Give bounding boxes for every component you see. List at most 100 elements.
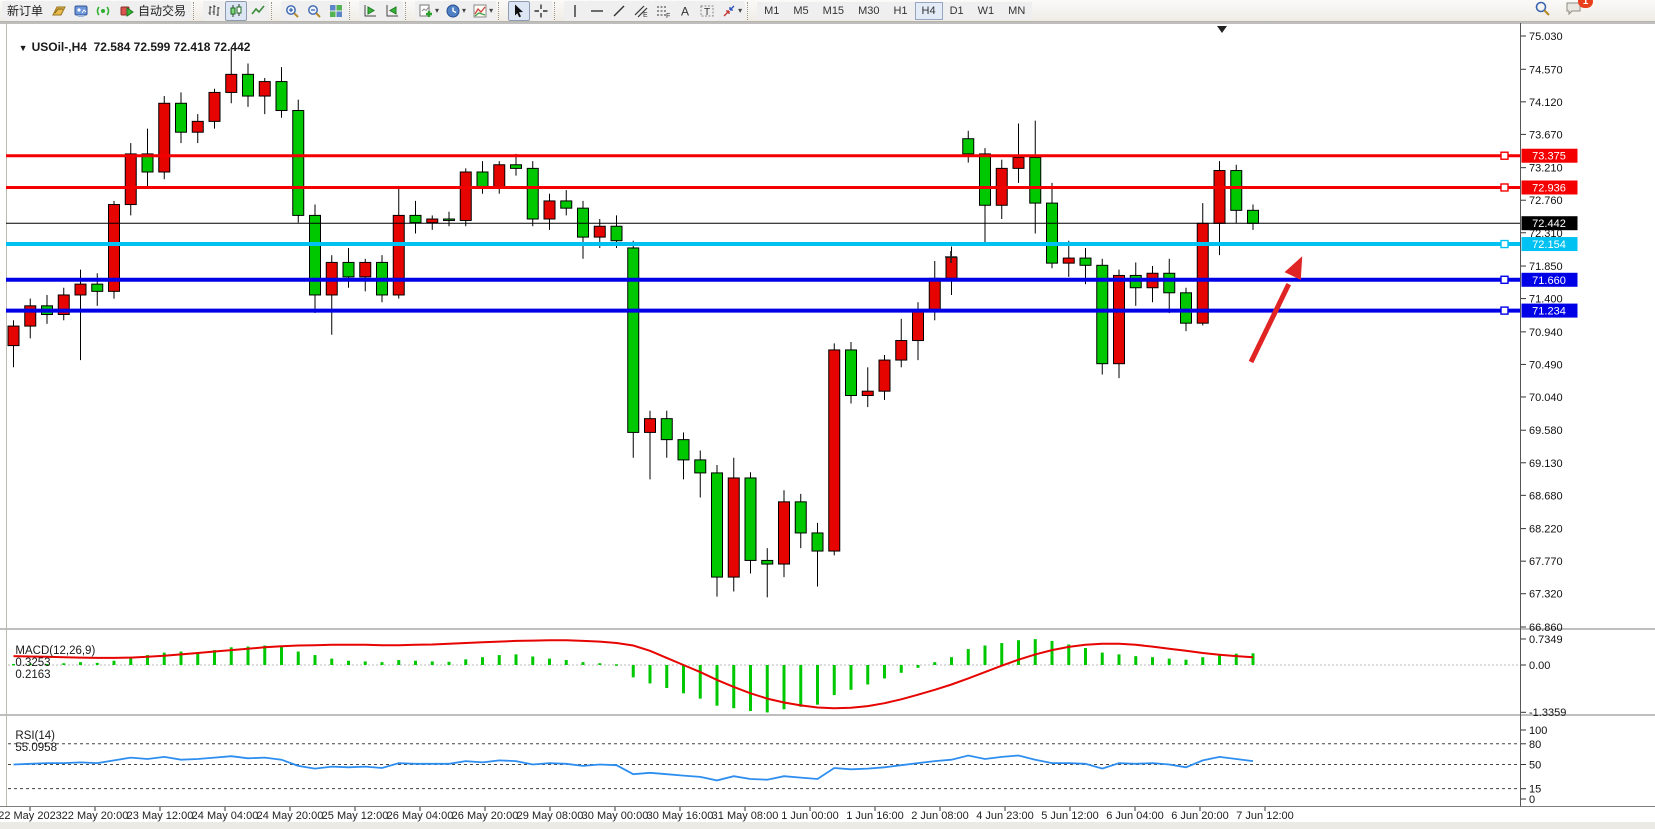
candle <box>979 153 991 206</box>
linechart-icon <box>250 3 266 19</box>
level-line-handle[interactable] <box>1500 183 1509 192</box>
macd-histogram-bar <box>648 664 652 684</box>
market-watch-button[interactable] <box>70 0 93 21</box>
candlestick-chart-button[interactable] <box>225 0 248 21</box>
text-icon: A <box>677 3 693 19</box>
symbol-ohlc-line[interactable]: ▼ USOil-,H4 72.584 72.599 72.418 72.442 <box>12 26 251 54</box>
fibonacci-button[interactable]: F <box>652 0 675 21</box>
level-line-handle[interactable] <box>1500 151 1509 160</box>
timeframe-button-d1[interactable]: D1 <box>942 1 971 20</box>
new-chart-button[interactable]: ▾ <box>415 0 443 21</box>
macd-histogram-bar <box>179 651 183 665</box>
charts-window-button[interactable] <box>48 0 71 21</box>
trend-arrow-head <box>1284 256 1303 280</box>
autotrade-button[interactable]: 自动交易 <box>114 0 192 21</box>
macd-histogram-bar <box>1251 653 1255 665</box>
line-chart-button[interactable] <box>247 0 270 21</box>
macd-histogram-bar <box>296 651 300 665</box>
date-axis-label: 6 Jun 20:00 <box>1171 810 1229 822</box>
macd-axis-label: 0.00 <box>1529 660 1550 672</box>
notifications-button[interactable]: 1 <box>1565 0 1593 22</box>
timeframe-button-mn[interactable]: MN <box>1001 1 1033 20</box>
price-level-badge-label: 72.154 <box>1532 239 1566 251</box>
macd-histogram-bar <box>1134 656 1138 665</box>
gold-chart-icon <box>51 3 67 19</box>
date-axis-label: 1 Jun 00:00 <box>781 810 839 822</box>
horizontal-line-button[interactable] <box>586 0 609 21</box>
candle <box>1046 202 1058 264</box>
vertical-line-button[interactable] <box>564 0 587 21</box>
chevron-down-icon[interactable]: ▾ <box>462 6 467 15</box>
macd-histogram-bar <box>1000 643 1004 665</box>
date-axis-label: 30 May 00:00 <box>582 810 649 822</box>
candle <box>577 207 589 238</box>
timeframe-button-m5[interactable]: M5 <box>786 1 816 20</box>
macd-histogram-bar <box>782 664 786 710</box>
notification-badge: 1 <box>1578 0 1593 8</box>
price-axis-label: 69.130 <box>1529 458 1563 470</box>
timeframe-button-w1[interactable]: W1 <box>970 1 1002 20</box>
chart-shift-button[interactable] <box>381 0 404 21</box>
signals-button[interactable] <box>92 0 115 21</box>
crosshair-button[interactable] <box>530 0 553 21</box>
chevron-down-icon[interactable]: ▾ <box>738 6 743 15</box>
zoom-out-button[interactable] <box>303 0 326 21</box>
candle <box>459 171 472 221</box>
chevron-down-icon[interactable]: ▾ <box>489 6 494 15</box>
candle <box>861 390 874 397</box>
bar-chart-button[interactable] <box>203 0 226 21</box>
tile-windows-button[interactable] <box>325 0 348 21</box>
macd-signal-value: 0.2163 <box>15 669 51 681</box>
macd-histogram-bar <box>129 657 133 665</box>
candle <box>158 102 171 173</box>
timeframe-button-m30[interactable]: M30 <box>851 1 887 20</box>
price-axis-label: 70.490 <box>1529 359 1563 371</box>
timeframe-button-m1[interactable]: M1 <box>757 1 787 20</box>
candle <box>811 532 824 552</box>
chart-shift-marker-icon[interactable] <box>1217 26 1227 33</box>
macd-signal-line <box>13 639 1254 710</box>
text-label-button[interactable]: T <box>696 0 719 21</box>
equidistant-channel-button[interactable]: E <box>630 0 653 21</box>
candle <box>242 73 254 97</box>
search-icon[interactable] <box>1533 0 1551 22</box>
new-order-button[interactable]: 新订单 <box>2 0 49 21</box>
date-axis-label: 23 May 12:00 <box>127 810 194 822</box>
trendline-button[interactable] <box>608 0 631 21</box>
symbol-dropdown-icon[interactable]: ▼ <box>18 43 28 53</box>
macd-histogram-bar <box>213 650 216 665</box>
macd-histogram-bar <box>330 658 334 665</box>
candle <box>644 418 656 433</box>
candle <box>627 247 640 433</box>
level-line-handle[interactable] <box>1500 239 1509 249</box>
macd-histogram-bar <box>229 647 233 665</box>
trend-arrow-annotation[interactable] <box>1248 283 1291 364</box>
periods-button[interactable]: ▾ <box>442 0 470 21</box>
macd-histogram-bar <box>866 664 870 685</box>
timeframe-button-h1[interactable]: H1 <box>886 1 915 20</box>
rsi-axis-label: 15 <box>1529 784 1541 796</box>
cursor-button[interactable] <box>508 0 531 21</box>
level-line-handle[interactable] <box>1500 275 1509 284</box>
arrows-button[interactable]: ▾ <box>718 0 746 21</box>
channel-icon: E <box>633 3 649 19</box>
indicators-button[interactable]: ▾ <box>469 0 497 21</box>
candle <box>108 204 120 292</box>
chevron-down-icon[interactable]: ▾ <box>435 6 440 15</box>
svg-text:T: T <box>704 6 710 17</box>
plus-mark-annotation[interactable] <box>945 251 957 263</box>
text-button[interactable]: A <box>674 0 697 21</box>
auto-scroll-button[interactable] <box>359 0 382 21</box>
macd-histogram-bar <box>966 649 970 665</box>
rsi-line <box>13 754 1254 782</box>
macd-histogram-bar <box>1151 657 1154 665</box>
rsi-axis-label: 50 <box>1529 760 1541 772</box>
candle <box>476 171 489 187</box>
timeframe-button-m15[interactable]: M15 <box>815 1 852 20</box>
level-line-handle[interactable] <box>1500 306 1509 315</box>
date-axis-label: 26 May 20:00 <box>452 810 519 822</box>
macd-histogram-bar <box>28 663 32 666</box>
timeframe-button-h4[interactable]: H4 <box>914 1 943 20</box>
zoom-in-button[interactable] <box>281 0 304 21</box>
